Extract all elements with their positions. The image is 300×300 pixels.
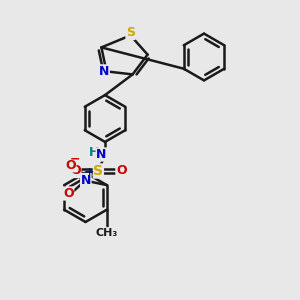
Text: +: +: [85, 167, 94, 177]
Text: N: N: [81, 173, 91, 187]
Text: O: O: [65, 159, 76, 172]
Text: −: −: [70, 152, 80, 165]
Text: H: H: [88, 146, 99, 159]
Text: S: S: [126, 26, 135, 40]
Text: N: N: [96, 148, 106, 161]
Text: CH₃: CH₃: [96, 228, 118, 238]
Text: O: O: [63, 187, 74, 200]
Text: O: O: [70, 164, 81, 178]
Text: O: O: [116, 164, 127, 178]
Text: N: N: [99, 65, 109, 78]
Text: S: S: [93, 164, 103, 178]
